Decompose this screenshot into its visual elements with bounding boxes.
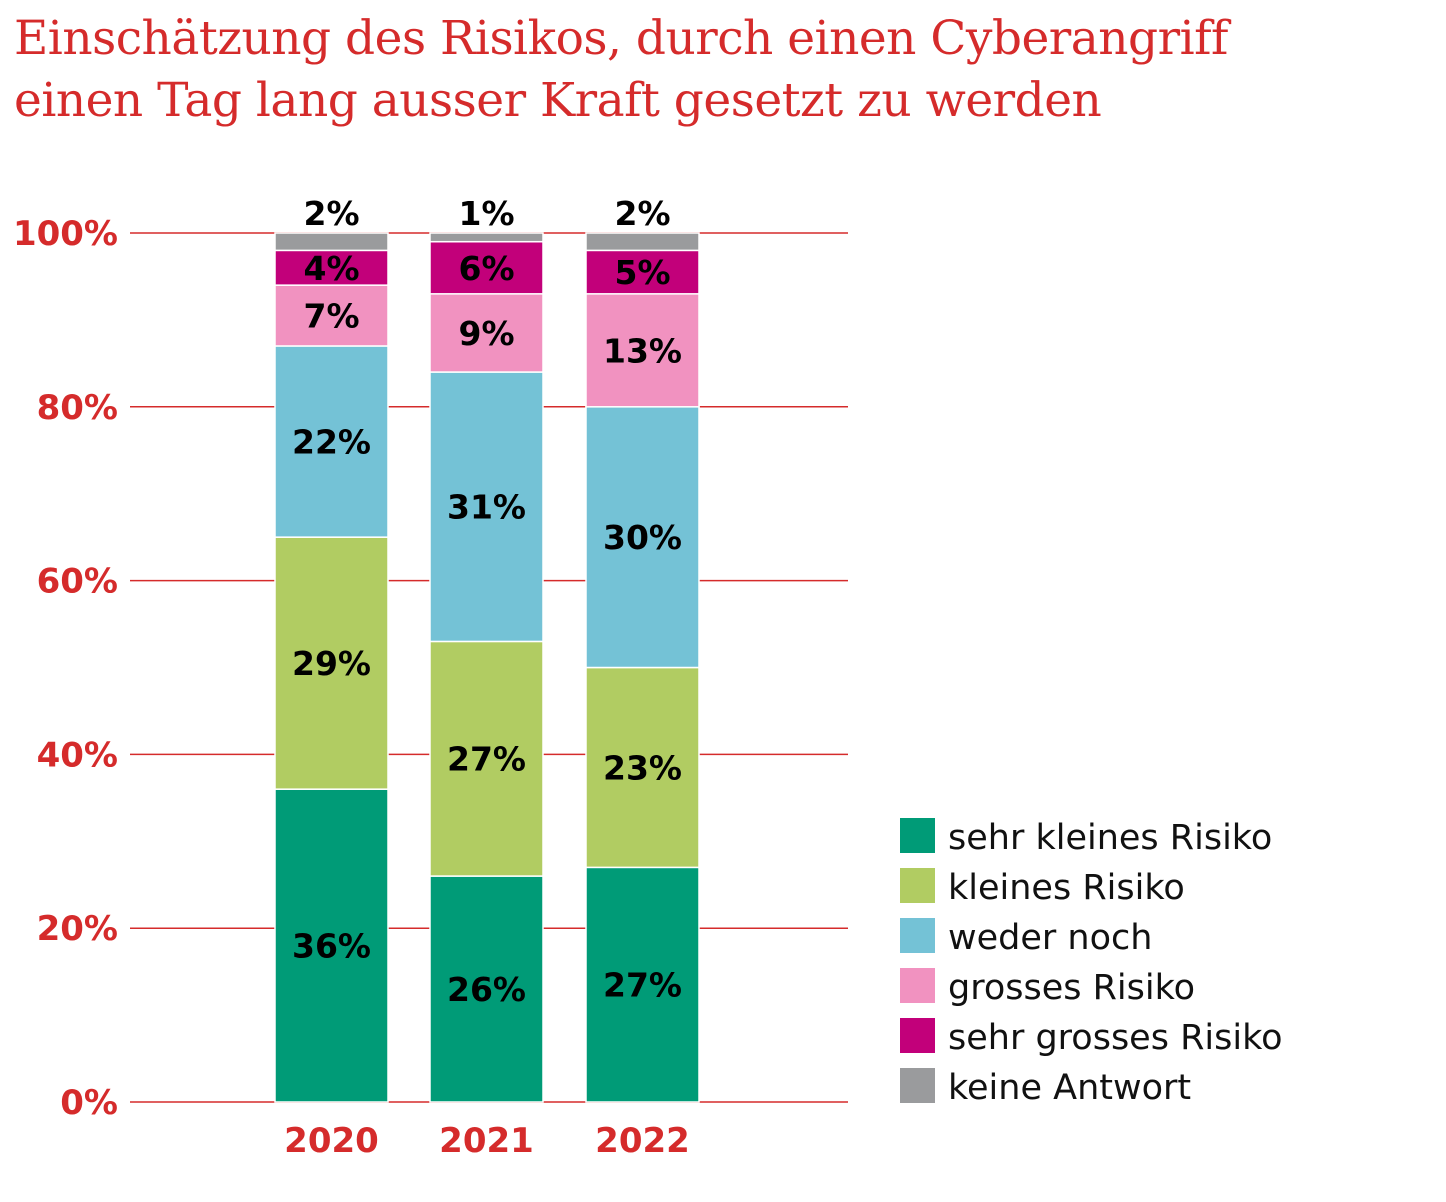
- bar-segment: [585, 406, 700, 669]
- bar-segment: [585, 249, 700, 295]
- data-label: 36%: [292, 927, 371, 966]
- legend-label: keine Antwort: [948, 1068, 1191, 1108]
- data-label: 23%: [603, 748, 682, 787]
- bar-segment: [274, 536, 389, 790]
- legend-swatch: [900, 1018, 935, 1053]
- legend-label: kleines Risiko: [948, 868, 1185, 908]
- legend-label: grosses Risiko: [948, 968, 1195, 1008]
- data-label: 7%: [303, 297, 359, 336]
- legend-swatch: [900, 918, 935, 953]
- data-label: 31%: [447, 488, 526, 527]
- bar-segment: [429, 640, 544, 877]
- legend-swatch: [900, 968, 935, 1003]
- y-tick-label: 80%: [37, 388, 118, 428]
- x-tick-label: 2020: [284, 1121, 379, 1161]
- title-line-1: Einschätzung des Risikos, durch einen Cy…: [14, 11, 1228, 66]
- x-tick-label: 2021: [439, 1121, 534, 1161]
- data-label: 13%: [603, 331, 682, 370]
- data-label: 29%: [292, 644, 371, 683]
- y-tick-label: 20%: [37, 909, 118, 949]
- chart-title: Einschätzung des Risikos, durch einen Cy…: [14, 8, 1228, 132]
- bar-segment: [429, 232, 544, 243]
- data-label: 1%: [458, 194, 514, 233]
- data-label: 27%: [447, 740, 526, 779]
- data-label: 5%: [614, 253, 670, 292]
- data-label: 27%: [603, 966, 682, 1005]
- legend-label: weder noch: [948, 918, 1152, 958]
- legend-label: sehr grosses Risiko: [948, 1018, 1283, 1058]
- y-tick-label: 100%: [13, 214, 118, 254]
- data-label: 2%: [303, 194, 359, 233]
- bar-segment: [585, 666, 700, 869]
- bar-segment: [274, 249, 389, 286]
- data-label: 22%: [292, 423, 371, 462]
- bar-segment: [429, 875, 544, 1103]
- data-label: 2%: [614, 194, 670, 233]
- bar-segment: [585, 232, 700, 252]
- legend-swatch: [900, 818, 935, 853]
- bar-segment: [274, 232, 389, 252]
- data-label: 4%: [303, 249, 359, 288]
- bar-segment: [429, 240, 544, 295]
- data-label: 6%: [458, 249, 514, 288]
- y-tick-label: 0%: [60, 1083, 118, 1123]
- data-label: 9%: [458, 314, 514, 353]
- legend-label: sehr kleines Risiko: [948, 818, 1272, 858]
- bar-segment: [429, 371, 544, 643]
- bar-segment: [585, 293, 700, 408]
- legend-swatch: [900, 1068, 935, 1103]
- y-tick-label: 60%: [37, 562, 118, 602]
- bar-segment: [585, 866, 700, 1103]
- legend-swatch: [900, 868, 935, 903]
- y-tick-label: 40%: [37, 735, 118, 775]
- x-tick-label: 2022: [595, 1121, 690, 1161]
- title-line-2: einen Tag lang ausser Kraft gesetzt zu w…: [14, 73, 1102, 128]
- data-label: 26%: [447, 970, 526, 1009]
- bar-segment: [274, 788, 389, 1103]
- data-label: 30%: [603, 518, 682, 557]
